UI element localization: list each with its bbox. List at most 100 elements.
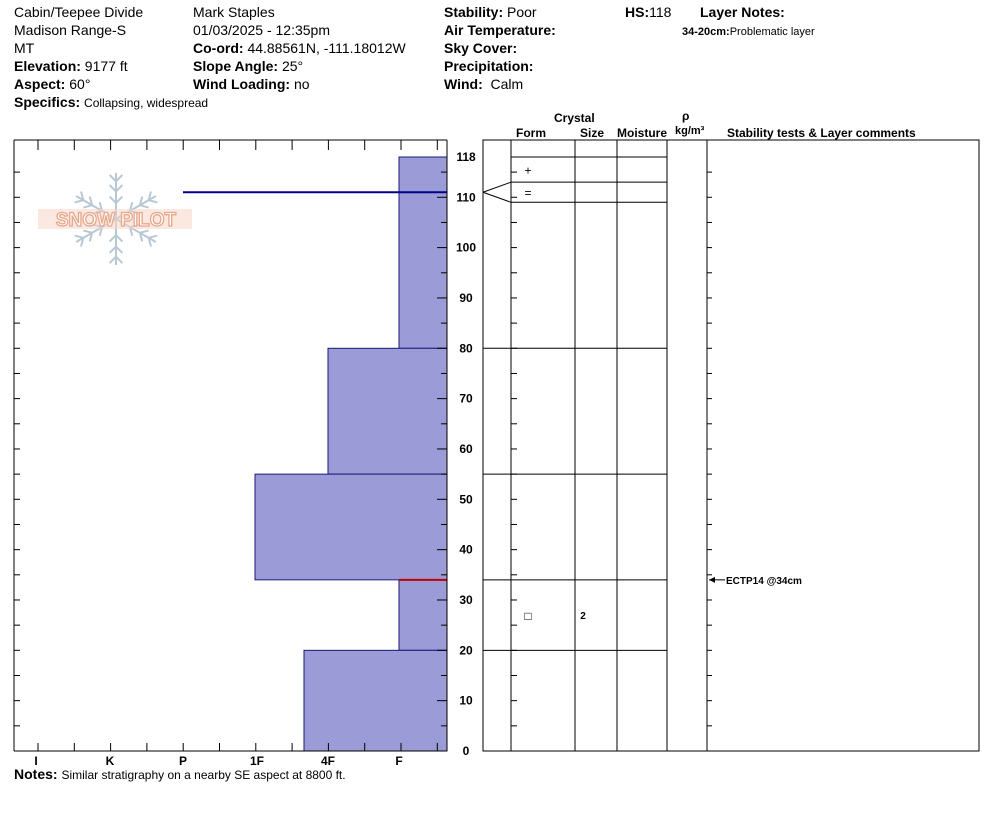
hs-label: HS:: [625, 4, 650, 20]
density-unit-header: kg/m³: [675, 125, 705, 137]
grain-form-symbol: =: [524, 186, 531, 200]
snowflake-branch: [83, 229, 93, 234]
height-tick-label: 70: [459, 392, 473, 406]
moisture-header: Moisture: [617, 126, 668, 140]
slope-label: Slope Angle:: [193, 58, 279, 74]
height-tick-label: 30: [459, 593, 473, 607]
slope-angle: Slope Angle: 25°: [193, 58, 303, 74]
aspect-label: Aspect:: [14, 76, 66, 92]
hs-value: 118: [649, 4, 672, 20]
snowflake-branch: [83, 204, 93, 209]
specifics-value: Collapsing, widespread: [84, 96, 209, 110]
snowflake-branch: [108, 234, 117, 243]
specifics-label: Specifics:: [14, 94, 81, 110]
range: Madison Range-S: [14, 22, 127, 38]
layer-note: 34-20cm:Problematic layer: [682, 24, 815, 40]
wind-loading-label: Wind Loading:: [193, 76, 291, 92]
height-tick-label: 90: [459, 291, 473, 305]
elevation-value: 9177 ft: [84, 58, 128, 74]
aspect-value: 60°: [69, 76, 91, 92]
snowflake-branch: [108, 256, 117, 264]
logo-text: SNOW PILOT: [56, 210, 177, 231]
snowflake-branch: [148, 199, 158, 204]
wind-loading: Wind Loading: no: [193, 76, 310, 92]
snowflake-branch: [115, 195, 124, 204]
snowflake-branch: [147, 237, 152, 247]
height-tick-label: 40: [459, 543, 473, 557]
hardness-tick-label: 4F: [321, 754, 335, 768]
snowflake-branch: [88, 232, 94, 242]
hardness-tick-label: I: [34, 754, 37, 768]
snowflake-branch: [74, 234, 84, 239]
logo-band: [38, 209, 192, 229]
hardness-layer: [254, 473, 448, 581]
snowflake-branch: [88, 196, 94, 206]
snowflake-branch: [139, 229, 149, 234]
height-tick-label: 10: [459, 694, 473, 708]
stability: Stability: Poor: [444, 4, 537, 20]
snowflake-branch: [139, 204, 149, 209]
snowflake-branch: [138, 232, 144, 242]
hardness-layer: [398, 156, 448, 349]
snowpilot-logo: SNOW PILOT: [38, 173, 192, 265]
height-tick-label: 80: [459, 341, 473, 355]
hardness-layer: [327, 347, 448, 475]
snowflake-branch: [108, 245, 117, 254]
elevation-label: Elevation:: [14, 58, 81, 74]
layer-note-text: Problematic layer: [729, 26, 815, 38]
coord-label: Co-ord:: [193, 40, 244, 56]
snowflake-branch: [115, 174, 124, 182]
datetime: 01/03/2025 - 12:35pm: [193, 22, 330, 38]
snowflake-branch: [138, 196, 144, 206]
snowflake-branch: [147, 191, 152, 201]
stability-value: Poor: [507, 4, 537, 20]
snow-height: HS:118: [625, 4, 671, 20]
wind-label: Wind:: [444, 76, 483, 92]
crystal-header: Crystal: [554, 111, 595, 125]
wind: Wind: Calm: [444, 76, 523, 92]
wind-loading-value: no: [293, 76, 310, 92]
grain-form-symbol: +: [524, 164, 531, 178]
specifics: Specifics: Collapsing, widespread: [14, 94, 210, 111]
layer-notes-label: Layer Notes:: [700, 4, 785, 20]
hardness-tick-label: P: [179, 754, 187, 768]
grain-size-value: 2: [580, 611, 586, 622]
stability-test-label: ECTP14 @34cm: [726, 576, 802, 587]
snowflake-branch: [80, 191, 85, 201]
elevation: Elevation: 9177 ft: [14, 58, 128, 74]
height-tick-label: 20: [459, 643, 473, 657]
snowflake-branch: [115, 234, 124, 243]
location: Cabin/Teepee Divide: [14, 4, 144, 20]
slope-value: 25°: [281, 58, 304, 74]
aspect: Aspect: 60°: [14, 76, 90, 92]
state: MT: [14, 40, 35, 56]
layer-note-range: 34-20cm:: [682, 26, 730, 38]
notes: Notes: Similar stratigraphy on a nearby …: [14, 766, 346, 783]
notes-text: Similar stratigraphy on a nearby SE aspe…: [61, 768, 346, 782]
form-header: Form: [516, 126, 546, 140]
stability-label: Stability:: [444, 4, 504, 20]
snowflake-branch: [108, 195, 117, 204]
stability-comments-header: Stability tests & Layer comments: [727, 126, 916, 140]
snowflake-branch: [115, 256, 124, 264]
table-frame: [482, 139, 980, 752]
notes-label: Notes:: [14, 766, 58, 782]
sky-cover-label: Sky Cover:: [444, 40, 518, 56]
snowflake-branch: [115, 184, 124, 193]
rho-header: ρ: [682, 109, 690, 123]
size-header: Size: [580, 126, 605, 140]
boundary-connector: [482, 181, 512, 193]
snowflake-branch: [115, 245, 124, 254]
grain-form-symbol: □: [524, 609, 531, 623]
height-tick-label: 0: [463, 744, 470, 758]
air-temperature-label: Air Temperature:: [444, 22, 556, 38]
hardness-tick-label: F: [395, 754, 402, 768]
height-tick-label: 110: [456, 190, 476, 204]
hardness-tick-label: 1F: [250, 754, 264, 768]
snowflake-branch: [108, 184, 117, 193]
coord-value: 44.88561N, -111.18012W: [247, 40, 406, 56]
height-tick-label: 100: [456, 241, 476, 255]
snowflake-branch: [148, 234, 158, 239]
observer: Mark Staples: [193, 4, 275, 20]
